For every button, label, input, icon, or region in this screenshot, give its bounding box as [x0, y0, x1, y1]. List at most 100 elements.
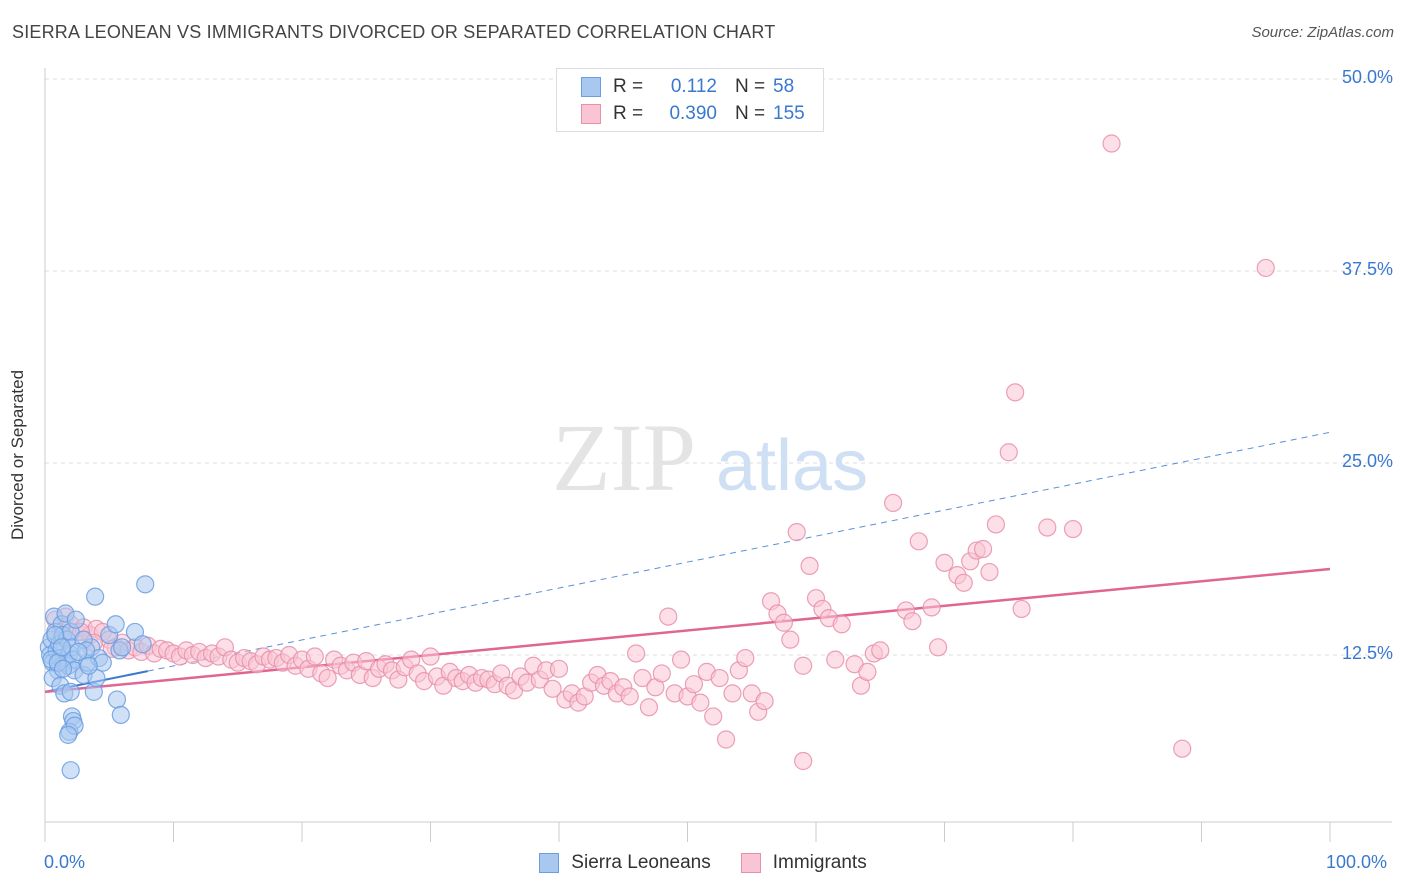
trend-line-dashed-0 [147, 431, 1331, 672]
point-immigrant [659, 607, 678, 626]
legend-r-label: R = [613, 103, 644, 124]
point-immigrant [684, 675, 704, 694]
point-immigrant [909, 532, 928, 551]
legend-label-sierra-leoneans: Sierra Leoneans [571, 852, 711, 873]
point-sierra-leonean [79, 656, 98, 675]
chart-source: Source: ZipAtlas.com [1251, 24, 1394, 41]
point-immigrant [704, 707, 723, 726]
watermark: ZIP atlas [552, 404, 868, 511]
point-immigrant [710, 668, 729, 688]
point-sierra-leonean [133, 635, 152, 654]
point-sierra-leonean [59, 725, 78, 744]
legend-item-sierra-leoneans[interactable]: Sierra Leoneans [539, 852, 711, 874]
point-immigrant [549, 659, 569, 678]
point-immigrant [1102, 134, 1121, 153]
point-immigrant [318, 668, 337, 688]
point-immigrant [832, 615, 851, 634]
x-tick-min: 0.0% [44, 852, 86, 872]
point-sierra-leonean [111, 705, 130, 725]
legend-n-value: 58 [773, 76, 795, 97]
legend-r-value: 0.112 [670, 76, 717, 97]
point-sierra-leonean [86, 587, 105, 606]
point-immigrant [633, 668, 652, 688]
legend-n-label: N = [735, 76, 766, 97]
legend-swatch-immigrants [581, 104, 601, 124]
point-immigrant [794, 656, 813, 675]
watermark-zip: ZIP [552, 404, 696, 511]
legend-swatch-sierra-leoneans [581, 77, 601, 97]
point-immigrant [1038, 518, 1057, 537]
y-tick-label: 50.0% [1341, 67, 1393, 87]
watermark-atlas: atlas [716, 426, 868, 506]
point-immigrant [1012, 599, 1031, 619]
point-sierra-leonean [69, 642, 88, 662]
point-sierra-leonean [107, 690, 127, 709]
point-immigrant [781, 630, 800, 649]
point-sierra-leonean [61, 761, 80, 780]
point-sierra-leonean [136, 575, 155, 594]
point-immigrant [883, 493, 903, 513]
point-immigrant [691, 693, 710, 712]
point-immigrant [986, 515, 1006, 534]
axes [44, 68, 1392, 842]
legend-row-sierra-leoneans: R = 0.112 N = 58 [581, 74, 794, 100]
point-sierra-leonean [66, 610, 85, 629]
point-immigrant [903, 612, 922, 631]
point-sierra-leonean [112, 638, 132, 657]
point-immigrant [639, 698, 659, 717]
y-tick-label: 25.0% [1341, 451, 1393, 471]
point-immigrant [800, 556, 819, 576]
trend-line-1 [44, 567, 1331, 694]
point-immigrant [928, 638, 948, 657]
correlation-legend: R = 0.112 N = 58 R = 0.390 N = 155 [556, 68, 824, 132]
point-immigrant [922, 598, 941, 617]
x-tick-max: 100.0% [1326, 852, 1388, 872]
point-immigrant [1006, 383, 1025, 402]
point-immigrant [954, 573, 973, 592]
point-immigrant [787, 523, 806, 542]
point-immigrant [736, 648, 755, 668]
point-immigrant [1063, 519, 1083, 539]
data-points [39, 134, 1275, 780]
point-sierra-leonean [53, 659, 73, 678]
y-tick-label: 37.5% [1341, 259, 1393, 279]
point-immigrant [755, 691, 774, 711]
point-immigrant [305, 647, 324, 666]
point-immigrant [794, 751, 813, 771]
point-immigrant [871, 641, 890, 660]
point-immigrant [999, 443, 1018, 462]
grid-lines [45, 78, 1392, 656]
legend-row-immigrants: R = 0.390 N = 155 [581, 101, 805, 127]
point-immigrant [858, 662, 877, 681]
chart-title: SIERRA LEONEAN VS IMMIGRANTS DIVORCED OR… [12, 22, 776, 42]
point-immigrant [652, 664, 671, 683]
legend-label-immigrants: Immigrants [772, 852, 867, 873]
legend-n-label: N = [735, 103, 766, 124]
y-tick-label: 12.5% [1341, 643, 1393, 663]
y-axis-label: Divorced or Separated [8, 369, 27, 541]
point-immigrant [620, 687, 639, 706]
point-immigrant [626, 644, 646, 663]
series-legend: Sierra Leoneans Immigrants [0, 852, 1406, 874]
point-sierra-leonean [52, 638, 71, 657]
point-sierra-leonean [61, 682, 80, 701]
point-immigrant [671, 650, 691, 669]
point-immigrant [1173, 739, 1192, 758]
point-immigrant [980, 562, 999, 582]
legend-swatch-sierra-leoneans [539, 853, 560, 873]
legend-swatch-immigrants [740, 853, 761, 873]
point-immigrant [723, 684, 742, 703]
point-immigrant [973, 539, 993, 559]
point-sierra-leonean [106, 615, 125, 634]
point-immigrant [716, 730, 736, 749]
legend-r-value: 0.390 [669, 103, 717, 124]
point-immigrant [774, 613, 793, 632]
point-immigrant [935, 553, 954, 572]
legend-item-immigrants[interactable]: Immigrants [740, 852, 867, 874]
point-immigrant [421, 647, 440, 666]
point-immigrant [543, 679, 562, 698]
legend-n-value: 155 [773, 103, 805, 124]
legend-r-label: R = [613, 76, 644, 97]
point-immigrant [1256, 258, 1275, 278]
